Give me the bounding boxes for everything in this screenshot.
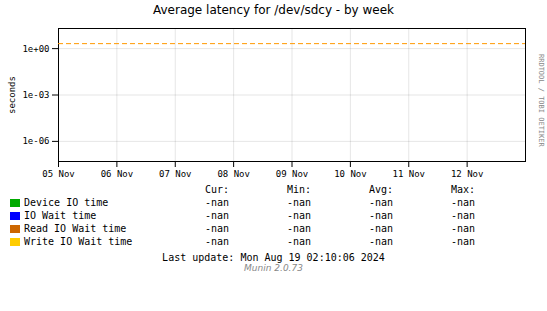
html-text:Min:: Min:	[287, 184, 311, 195]
html-text:Max:: Max:	[451, 184, 475, 195]
html-text:-nan: -nan	[369, 210, 393, 221]
html-text:Device IO time: Device IO time	[24, 197, 109, 208]
html-text:Read IO Wait time: Read IO Wait time	[24, 223, 127, 234]
svg-text:09 Nov: 09 Nov	[276, 169, 309, 179]
html-text:-nan: -nan	[287, 210, 311, 221]
html-text:Last update: Mon Aug 19 02:10:: Last update: Mon Aug 19 02:10:06 2024	[162, 252, 385, 263]
html-text:IO Wait time: IO Wait time	[24, 210, 97, 221]
svg-text:06 Nov: 06 Nov	[101, 169, 134, 179]
svg-text:08 Nov: 08 Nov	[217, 169, 250, 179]
svg-text:07 Nov: 07 Nov	[159, 169, 192, 179]
html-text:-nan: -nan	[369, 197, 393, 208]
html-text:-nan: -nan	[369, 223, 393, 234]
html-text:-nan: -nan	[287, 236, 311, 247]
html-text:Cur:: Cur:	[205, 184, 229, 195]
svg-text:1e+00: 1e+00	[22, 43, 49, 53]
html-text:-nan: -nan	[205, 210, 229, 221]
svg-text:10 Nov: 10 Nov	[334, 169, 367, 179]
html-text:Avg:: Avg:	[369, 184, 393, 195]
svg-text:1e-06: 1e-06	[22, 136, 49, 146]
html-text:Write IO Wait time: Write IO Wait time	[24, 236, 133, 247]
html-text:-nan: -nan	[451, 223, 475, 234]
html-text:Average latency for /dev/sdcy: Average latency for /dev/sdcy - by week	[153, 3, 394, 17]
html-text:-nan: -nan	[287, 223, 311, 234]
html-text:Munin 2.0.73: Munin 2.0.73	[244, 263, 303, 273]
svg-text:seconds: seconds	[7, 76, 17, 114]
html-text:-nan: -nan	[205, 236, 229, 247]
svg-text:11 Nov: 11 Nov	[392, 169, 425, 179]
svg-text:12 Nov: 12 Nov	[451, 169, 484, 179]
html-text:-nan: -nan	[205, 223, 229, 234]
html-text:RRDTOOL / TOBI OETIKER: RRDTOOL / TOBI OETIKER	[537, 53, 545, 147]
html-text:-nan: -nan	[287, 197, 311, 208]
html-text:-nan: -nan	[451, 210, 475, 221]
html-text:-nan: -nan	[451, 197, 475, 208]
html-text:-nan: -nan	[369, 236, 393, 247]
svg-text:05 Nov: 05 Nov	[42, 169, 75, 179]
html-text:-nan: -nan	[451, 236, 475, 247]
html-text:-nan: -nan	[205, 197, 229, 208]
svg-text:1e-03: 1e-03	[22, 90, 49, 100]
